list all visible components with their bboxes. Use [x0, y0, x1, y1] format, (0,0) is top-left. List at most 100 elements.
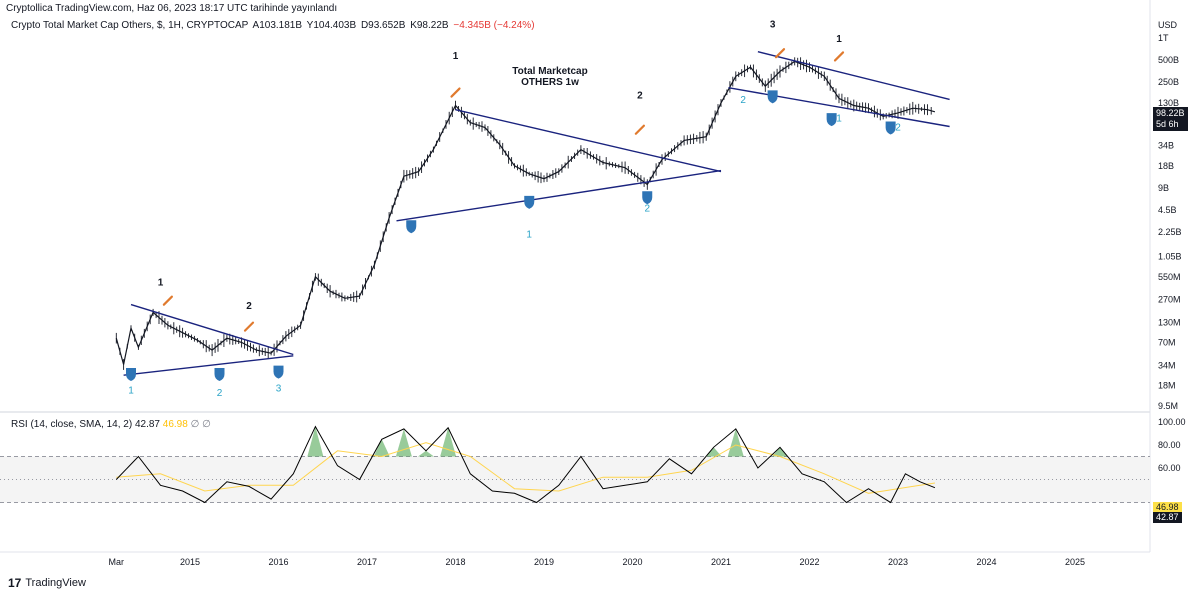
close-value: K98.22B: [410, 20, 449, 31]
rsi-ma-value: 46.98: [162, 419, 188, 430]
shield-icon: [273, 365, 284, 379]
wave-count-label: 2: [246, 301, 252, 312]
rsi-overbought-fill: [727, 428, 744, 457]
rsi-overbought-fill: [418, 450, 434, 457]
change-value: −4.345B (−4.24%): [453, 20, 535, 31]
wave-count-label: 1: [128, 386, 134, 397]
trendline: [757, 51, 950, 101]
low-value: D93.652B: [360, 20, 406, 31]
wave-count-label: 2: [895, 122, 901, 133]
price-tick-label: 34B: [1158, 141, 1174, 151]
annotation-title-line1: Total Marketcap: [512, 66, 588, 77]
rsi-badge: 42.87: [1153, 512, 1182, 523]
time-tick-label: 2019: [534, 557, 554, 567]
wave-count-label: 1: [836, 34, 842, 45]
price-tick-label: 250B: [1158, 77, 1179, 87]
trendline: [130, 303, 294, 356]
shield-icon: [524, 195, 535, 209]
rsi-tick-label: 100.00: [1158, 417, 1186, 427]
shield-icon: [767, 90, 778, 104]
wave-count-label: 3: [770, 19, 776, 30]
rocket-icon: [634, 124, 645, 135]
rsi-pane: [0, 425, 1150, 504]
price-tick-label: 9.5M: [1158, 401, 1178, 411]
symbol-label[interactable]: Crypto Total Market Cap Others, $, 1H, C…: [11, 20, 249, 31]
tradingview-brand[interactable]: 17 TradingView: [8, 576, 86, 590]
shield-icon: [885, 121, 896, 135]
price-legend: Crypto Total Market Cap Others, $, 1H, C…: [11, 20, 537, 31]
price-tick-label: 130M: [1158, 318, 1181, 328]
rsi-overbought-fill: [373, 439, 390, 457]
time-tick-label: 2021: [711, 557, 731, 567]
wave-count-label: 2: [637, 90, 643, 101]
rsi-tick-label: 80.00: [1158, 440, 1181, 450]
time-tick-label: 2018: [445, 557, 465, 567]
price-tick-label: 130B: [1158, 98, 1179, 108]
time-tick-label: Mar: [109, 557, 125, 567]
wave-count-label: 2: [645, 203, 651, 214]
open-value: A103.181B: [252, 20, 303, 31]
rsi-legend: RSI (14, close, SMA, 14, 2) 42.87 46.98 …: [11, 419, 211, 430]
price-tick-label: 2.25B: [1158, 227, 1182, 237]
current-price-label: 98.22B: [1156, 108, 1185, 118]
wave-count-label: 2: [217, 388, 223, 399]
rsi-line: [115, 425, 936, 504]
tradingview-logo-icon: 17: [8, 576, 22, 590]
axis-currency-label: USD: [1158, 20, 1178, 30]
time-tick-label: 2020: [622, 557, 642, 567]
shield-icon: [642, 191, 653, 205]
annotation-title-line2: OTHERS 1w: [521, 77, 579, 88]
price-tick-label: 500B: [1158, 55, 1179, 65]
rsi-overbought-fill: [307, 426, 324, 457]
axes: USD1T500B250B130B68B34B18B9B4.5B2.25B1.0…: [109, 20, 1186, 567]
shield-icon: [826, 113, 837, 127]
trendline: [728, 87, 950, 128]
current-price-badge: 98.22B 5d 6h: [1153, 107, 1188, 131]
price-tick-label: 1.05B: [1158, 251, 1182, 261]
countdown-label: 5d 6h: [1156, 119, 1179, 129]
annotation-title[interactable]: Total Marketcap OTHERS 1w: [500, 66, 600, 88]
time-tick-label: 2017: [357, 557, 377, 567]
price-tick-label: 18B: [1158, 161, 1174, 171]
wave-count-label: 1: [836, 114, 842, 125]
rsi-label[interactable]: RSI (14, close, SMA, 14, 2): [11, 419, 133, 430]
rsi-tick-label: 60.00: [1158, 463, 1181, 473]
shield-icon: [126, 367, 136, 381]
trendline: [396, 169, 722, 222]
rocket-icon: [162, 295, 173, 306]
price-series-line: [115, 60, 936, 365]
rsi-ma-badge: 46.98: [1153, 502, 1182, 513]
time-tick-label: 2016: [268, 557, 288, 567]
time-tick-label: 2023: [888, 557, 908, 567]
rocket-icon: [833, 51, 845, 62]
rocket-icon: [450, 87, 461, 98]
price-tick-label: 18M: [1158, 381, 1176, 391]
trendline: [123, 355, 294, 376]
price-tick-label: 1T: [1158, 33, 1169, 43]
rsi-empty-1: ∅: [190, 419, 200, 430]
publish-line: Cryptollica TradingView.com, Haz 06, 202…: [6, 3, 338, 14]
price-pane: [115, 57, 936, 370]
price-tick-label: 9B: [1158, 183, 1169, 193]
wave-count-label: 3: [276, 384, 282, 395]
price-tick-label: 70M: [1158, 337, 1176, 347]
rocket-icon: [243, 321, 255, 332]
annotations: 121231231231212: [123, 19, 950, 399]
wave-count-label: 1: [158, 277, 164, 288]
rsi-overbought-fill: [395, 428, 412, 457]
price-tick-label: 34M: [1158, 360, 1176, 370]
price-tick-label: 550M: [1158, 272, 1181, 282]
wave-count-label: 2: [740, 95, 746, 106]
rsi-ma-line: [116, 442, 935, 494]
time-tick-label: 2024: [976, 557, 996, 567]
rsi-value: 42.87: [134, 419, 160, 430]
trendline: [455, 109, 722, 173]
wave-count-label: 1: [453, 51, 459, 62]
wave-count-label: 1: [526, 229, 532, 240]
rocket-icon: [774, 48, 786, 59]
time-tick-label: 2022: [799, 557, 819, 567]
shield-icon: [214, 367, 225, 381]
price-tick-label: 270M: [1158, 295, 1181, 305]
high-value: Y104.403B: [306, 20, 357, 31]
